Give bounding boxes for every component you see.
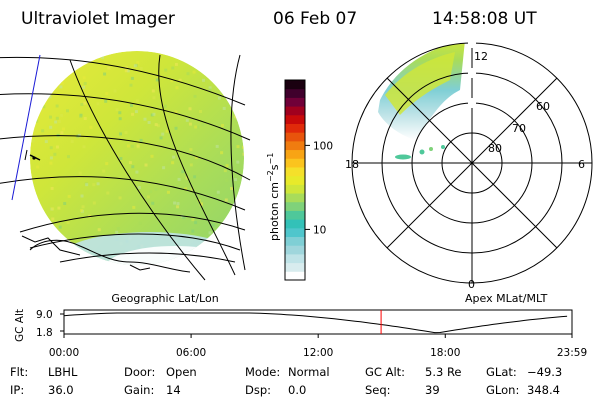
colorbar-step <box>285 245 305 255</box>
colorbar-step <box>285 262 305 272</box>
footer-value: −49.3 <box>527 365 562 379</box>
footer-key: Dsp: <box>245 383 271 397</box>
alt-tick-low: 1.8 <box>36 327 53 339</box>
footer-value: LBHL <box>48 365 78 379</box>
geographic-map: Geographic Lat/Lon <box>0 51 251 305</box>
footer-key: Door: <box>124 365 155 379</box>
status-footer: Flt: LBHL Door: Open Mode: Normal GC Alt: 5.3 R… <box>10 365 562 397</box>
colorbar-step <box>285 166 305 177</box>
color-bar: 100 10 photon cm−2s−1 <box>266 79 333 281</box>
colorbar-step <box>285 193 305 203</box>
mlt-label-18: 18 <box>345 158 359 171</box>
date-label: 06 Feb 07 <box>273 9 357 29</box>
apex-label: Apex MLat/MLT <box>465 292 548 305</box>
colorbar-step <box>285 210 305 220</box>
footer-key: Seq: <box>365 383 391 397</box>
footer-value: 5.3 Re <box>425 365 462 379</box>
colorbar-step <box>285 80 305 90</box>
time-label: 14:58:08 UT <box>432 9 537 29</box>
time-tick-label: 12:00 <box>303 347 333 359</box>
polar-map: 80 70 60 12 0 18 6 Apex MLat/MLT <box>345 38 593 305</box>
mlat-label-70: 70 <box>512 122 526 135</box>
colorbar-step <box>285 253 305 264</box>
colorbar-unit-label: photon cm−2s−1 <box>266 153 281 241</box>
footer-key: Flt: <box>10 365 28 379</box>
colorbar-step <box>285 236 305 246</box>
colorbar-step <box>285 158 305 168</box>
colorbar-step <box>285 97 305 107</box>
colorbar-step <box>285 88 305 98</box>
footer-key: Mode: <box>245 365 280 379</box>
colorbar-tick-label: 100 <box>313 140 333 152</box>
geographic-label: Geographic Lat/Lon <box>111 292 218 305</box>
colorbar-step <box>285 201 305 211</box>
colorbar-step <box>285 271 305 281</box>
colorbar-step <box>285 227 305 238</box>
colorbar-step <box>285 219 305 229</box>
mlat-label-80: 80 <box>488 142 502 155</box>
colorbar-step <box>285 184 305 194</box>
mlt-label-0: 0 <box>468 278 475 291</box>
footer-value: 39 <box>425 383 440 397</box>
footer-value: Open <box>166 365 197 379</box>
colorbar-step <box>285 106 305 116</box>
mlt-label-6: 6 <box>578 158 585 171</box>
timeline-axis-label: GC Alt <box>14 309 26 342</box>
colorbar-step <box>285 123 305 133</box>
footer-key: GLon: <box>486 383 519 397</box>
colorbar-step <box>285 175 305 185</box>
footer-value: 14 <box>166 383 181 397</box>
colorbar-tick-label: 10 <box>313 224 326 236</box>
mlt-label-12: 12 <box>474 50 488 63</box>
footer-key: IP: <box>10 383 24 397</box>
footer-value: 36.0 <box>48 383 74 397</box>
colorbar-step <box>285 140 305 151</box>
time-tick-label: 06:00 <box>176 347 206 359</box>
time-tick-label: 23:59 <box>557 347 587 359</box>
footer-value: 0.0 <box>288 383 306 397</box>
colorbar-step <box>285 114 305 124</box>
altitude-timeline: GC Alt 9.0 1.8 00:00 06:00 12:00 18:00 23:59 <box>14 309 587 359</box>
colorbar-step <box>285 149 305 159</box>
footer-key: GC Alt: <box>365 365 405 379</box>
mlat-label-60: 60 <box>536 100 550 113</box>
time-tick-label: 00:00 <box>49 347 79 359</box>
footer-key: GLat: <box>486 365 517 379</box>
footer-value: Normal <box>288 365 330 379</box>
time-tick-label: 18:00 <box>430 347 460 359</box>
instrument-title: Ultraviolet Imager <box>21 9 175 29</box>
colorbar-step <box>285 132 305 142</box>
footer-key: Gain: <box>124 383 154 397</box>
footer-value: 348.4 <box>527 383 560 397</box>
alt-tick-high: 9.0 <box>36 309 53 321</box>
